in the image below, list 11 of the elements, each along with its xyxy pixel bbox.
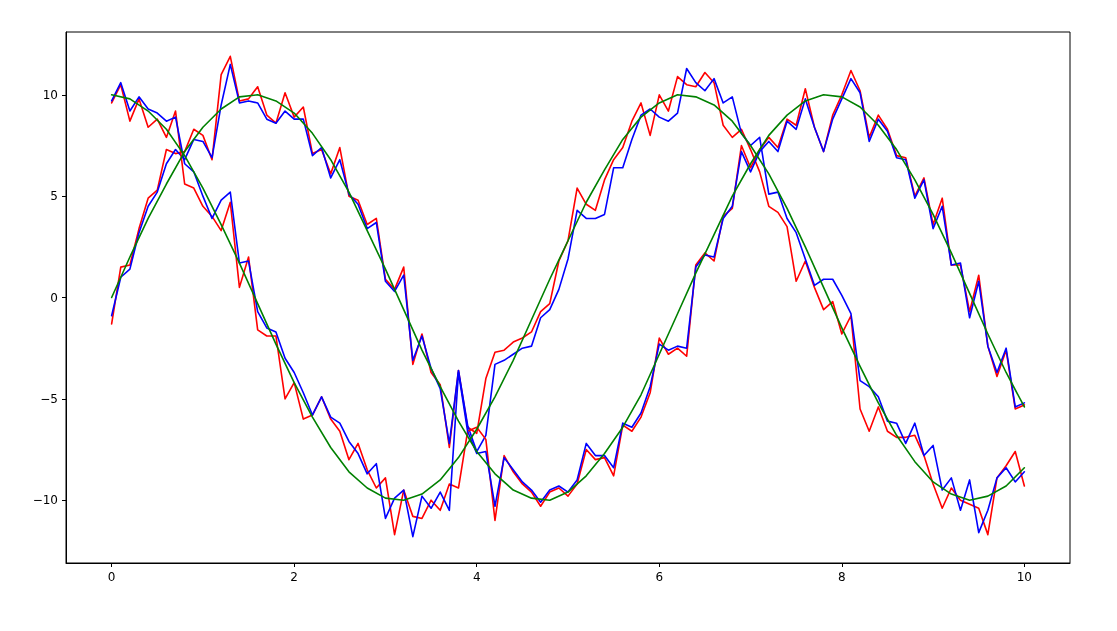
x-tick-label: 10 bbox=[1016, 570, 1032, 584]
y-tick-label: 5 bbox=[50, 189, 58, 204]
x-tick-label: 4 bbox=[472, 570, 481, 584]
y-tick-label: 10 bbox=[42, 87, 58, 102]
y-tick-label: 0 bbox=[50, 290, 58, 305]
y-tick-label: −10 bbox=[32, 493, 58, 508]
x-tick-label: 6 bbox=[655, 570, 664, 584]
x-tick-label: 2 bbox=[290, 570, 298, 584]
y-tick-label: −5 bbox=[40, 391, 58, 406]
x-tick-label: 8 bbox=[838, 570, 846, 584]
x-tick-label: 0 bbox=[107, 570, 116, 584]
